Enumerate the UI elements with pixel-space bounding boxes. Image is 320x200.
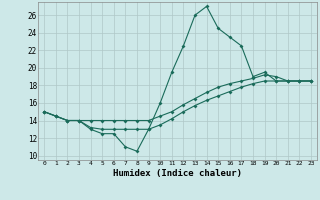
X-axis label: Humidex (Indice chaleur): Humidex (Indice chaleur) bbox=[113, 169, 242, 178]
